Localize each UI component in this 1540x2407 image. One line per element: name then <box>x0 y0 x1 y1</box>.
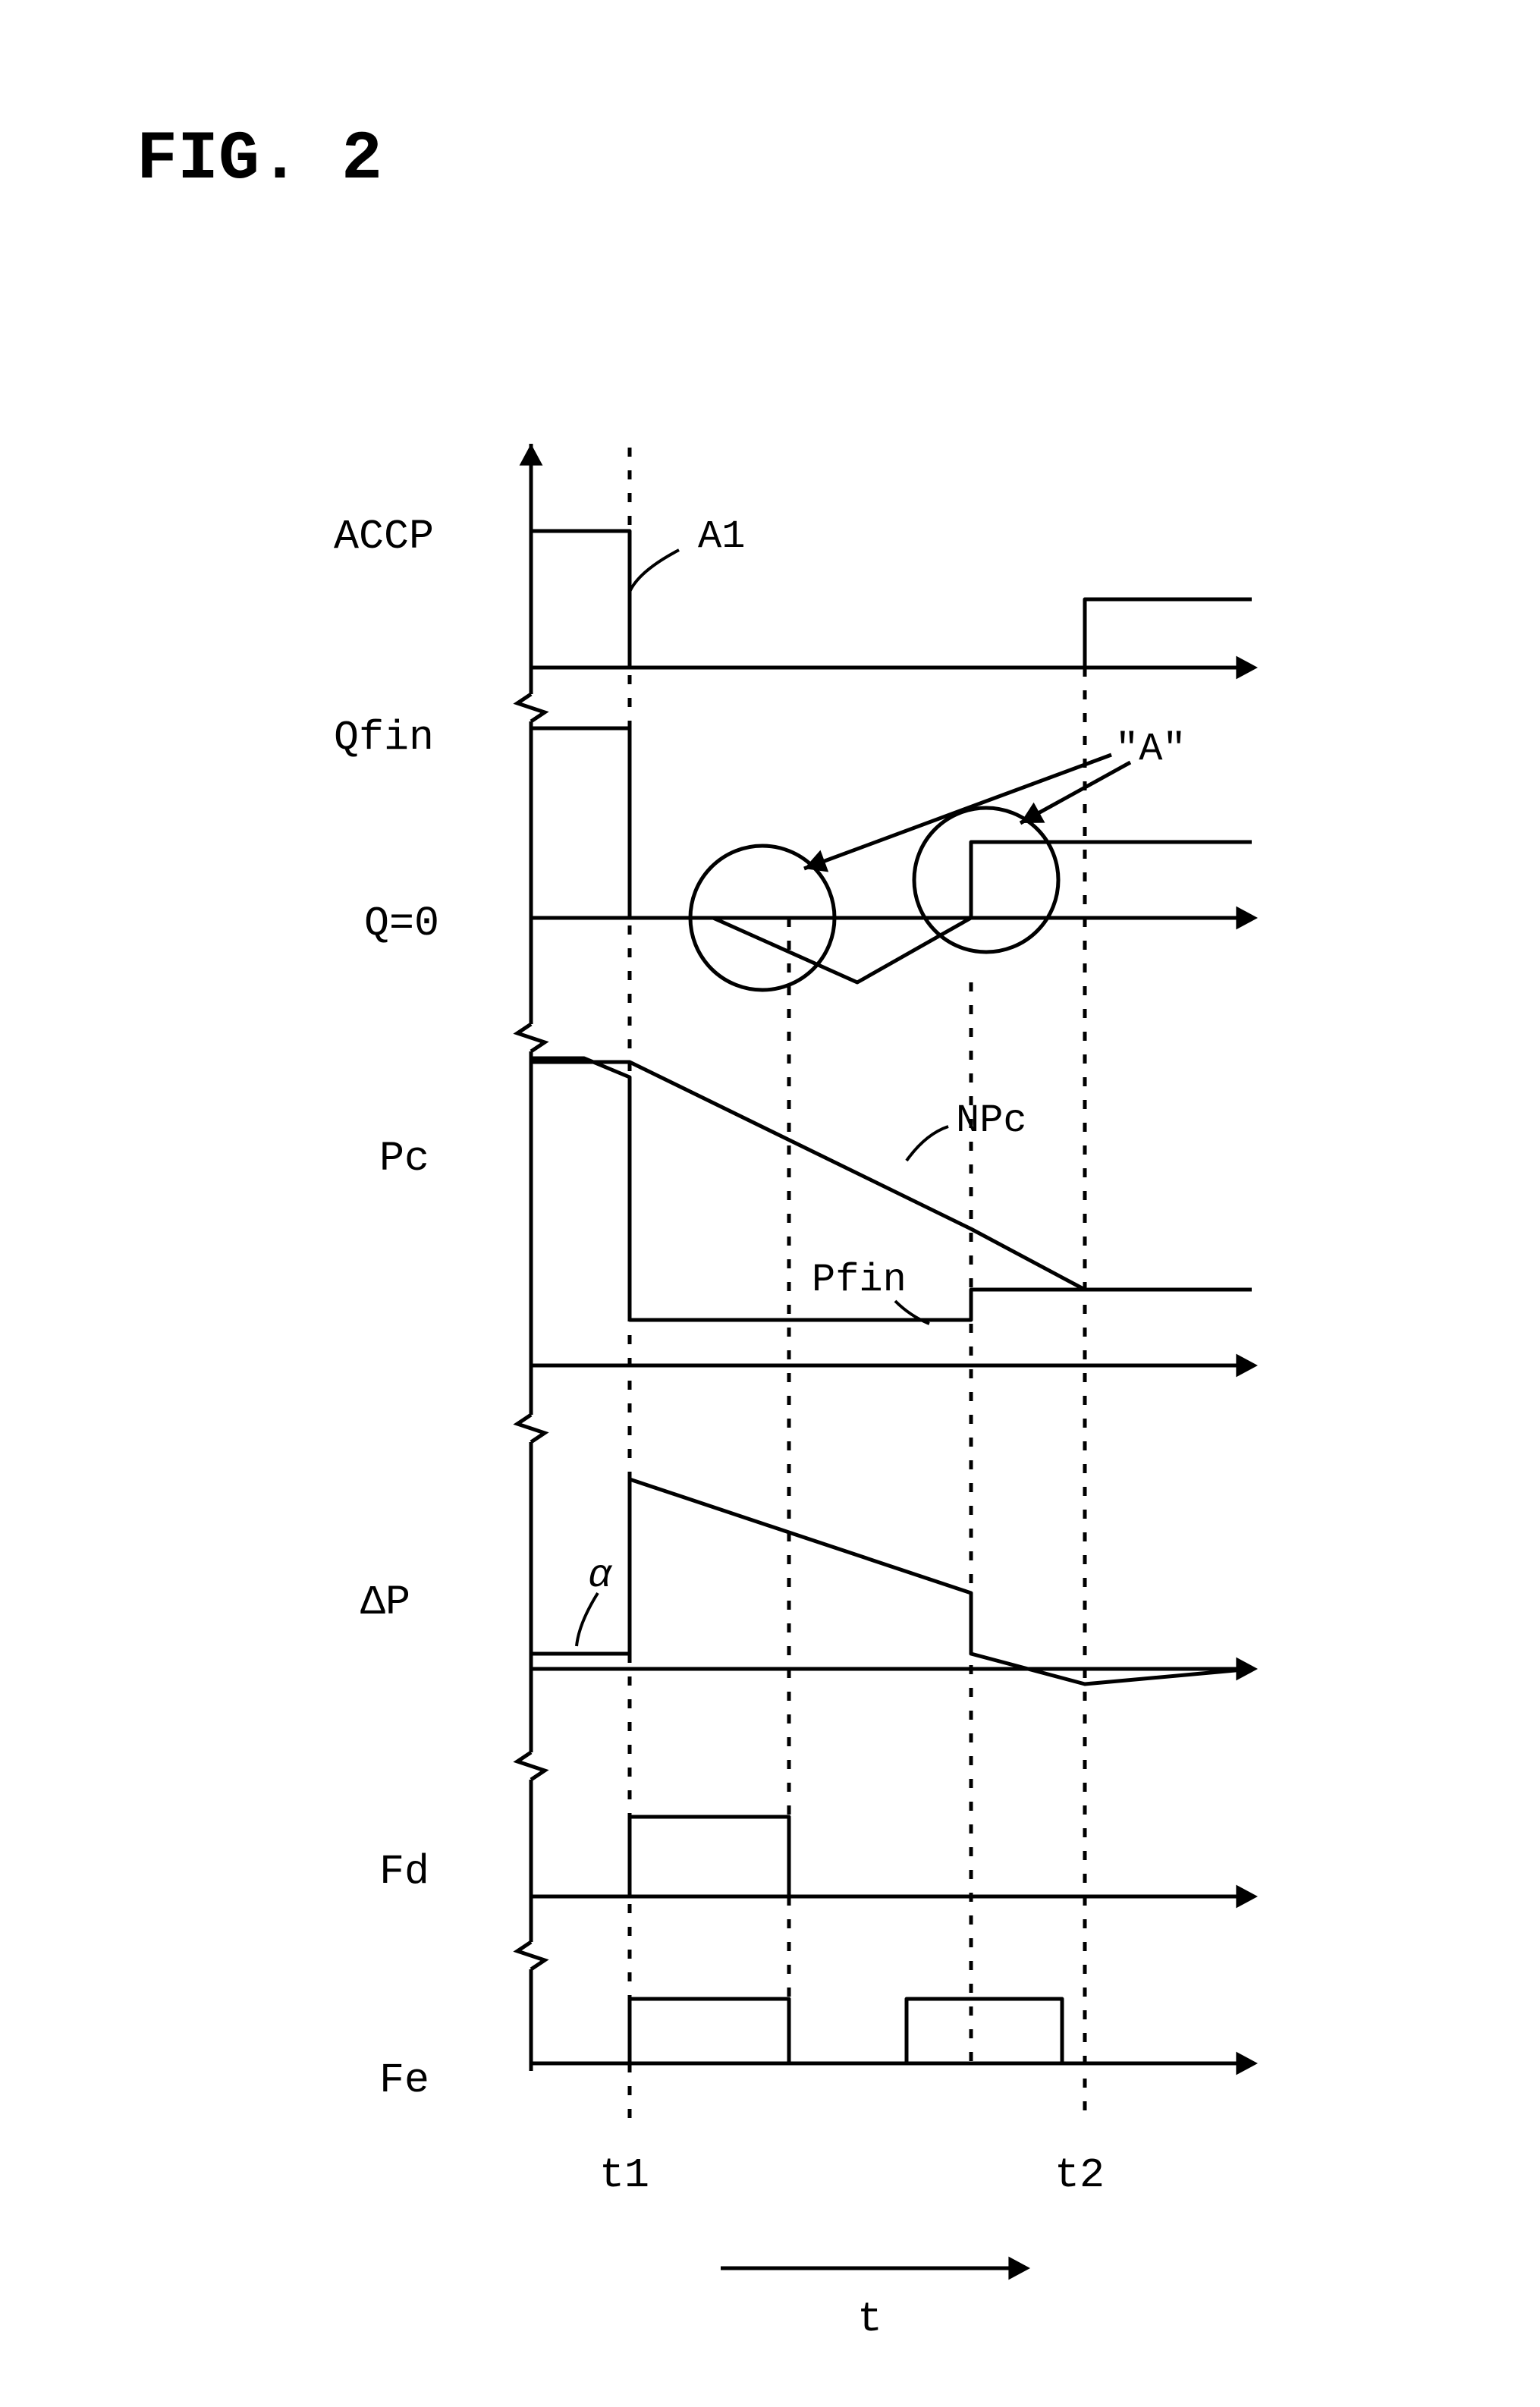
a1-callout: A1 <box>698 514 745 559</box>
t1-label: t1 <box>599 2151 649 2199</box>
pc-label: Pc <box>379 1135 429 1183</box>
timing-diagram-svg <box>0 0 1540 2407</box>
q-zero-label: Q=0 <box>364 900 439 947</box>
figure-container: FIG. 2 ACCP Qfin Q=0 Pc ΔP Fd Fe A1 "A" … <box>0 0 1540 2407</box>
figure-title: FIG. 2 <box>137 121 382 199</box>
qfin-label: Qfin <box>334 714 434 762</box>
delta-p-label: ΔP <box>360 1579 410 1626</box>
npc-label: NPc <box>956 1098 1027 1143</box>
a-annotation: "A" <box>1115 727 1186 771</box>
t2-label: t2 <box>1054 2151 1105 2199</box>
fe-label: Fe <box>379 2057 429 2104</box>
fd-label: Fd <box>379 1848 429 1896</box>
alpha-label: α <box>588 1554 611 1598</box>
time-axis-label: t <box>857 2295 882 2343</box>
accp-label: ACCP <box>334 513 434 561</box>
pfin-label: Pfin <box>812 1258 907 1302</box>
